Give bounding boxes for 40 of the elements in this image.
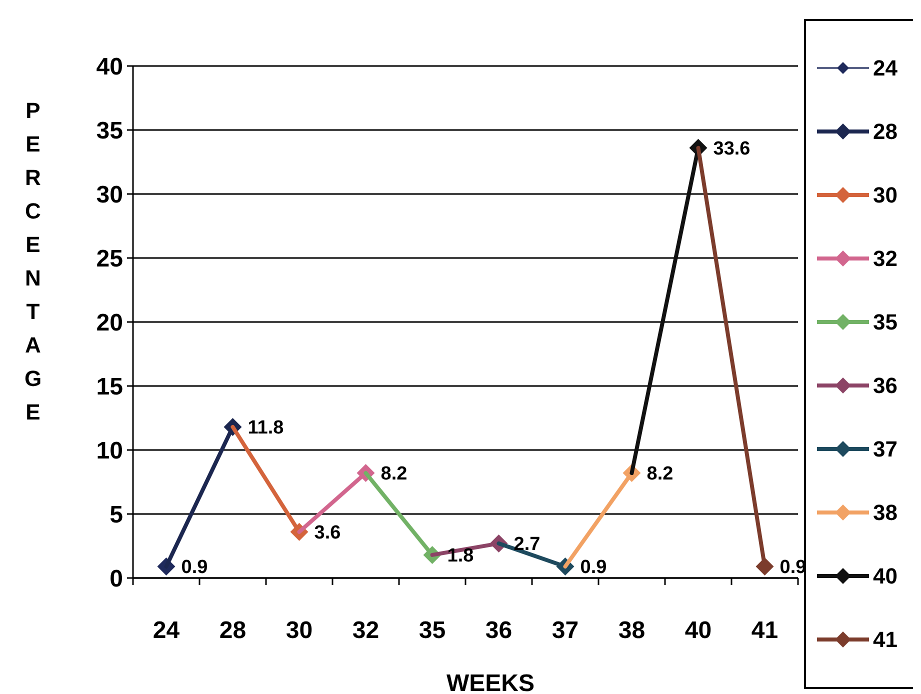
data-label: 8.2 bbox=[380, 464, 408, 485]
data-label: 0.9 bbox=[580, 557, 607, 578]
legend-label: 38 bbox=[873, 500, 898, 526]
data-label: 1.8 bbox=[447, 546, 474, 567]
data-label: 8.2 bbox=[646, 464, 674, 485]
point bbox=[756, 557, 774, 576]
y-tick-label: 20 bbox=[96, 309, 123, 336]
y-tick-label: 30 bbox=[96, 181, 123, 208]
legend-label: 30 bbox=[873, 182, 898, 208]
y-tick-label: 25 bbox=[96, 245, 123, 272]
x-tick-label: 35 bbox=[418, 617, 446, 644]
x-tick-label: 28 bbox=[219, 617, 246, 644]
legend-label: 28 bbox=[873, 119, 898, 144]
x-tick-label: 24 bbox=[152, 617, 180, 644]
x-tick-label: 32 bbox=[352, 617, 380, 644]
x-tick-label: 36 bbox=[485, 617, 512, 644]
data-label: 0.9 bbox=[181, 557, 208, 578]
y-tick-label: 10 bbox=[96, 437, 123, 464]
data-label: 3.6 bbox=[314, 522, 341, 544]
legend-label: 24 bbox=[873, 56, 898, 81]
x-tick-label: 41 bbox=[751, 617, 778, 644]
x-tick-label: 30 bbox=[286, 617, 313, 644]
x-tick-label: 37 bbox=[552, 617, 579, 644]
legend-label: 32 bbox=[873, 246, 898, 272]
legend-label: 36 bbox=[873, 373, 898, 398]
text: PERCENTAGE bbox=[24, 98, 42, 424]
y-tick-label: 15 bbox=[96, 373, 123, 400]
data-label: 2.7 bbox=[514, 534, 540, 556]
x-tick-label: 40 bbox=[684, 617, 712, 644]
legend-label: 35 bbox=[873, 310, 898, 335]
x-axis-title: WEEKS bbox=[446, 670, 535, 694]
data-label: 33.6 bbox=[713, 138, 750, 160]
y-tick-label: 35 bbox=[96, 117, 123, 144]
y-tick-label: 40 bbox=[96, 53, 123, 80]
x-tick-label: 38 bbox=[618, 617, 646, 644]
y-tick-label: 5 bbox=[110, 501, 123, 528]
y-tick-label: 0 bbox=[110, 565, 123, 592]
data-label: 11.8 bbox=[248, 418, 284, 439]
legend-label: 37 bbox=[873, 436, 898, 462]
legend-label: 40 bbox=[873, 564, 898, 589]
